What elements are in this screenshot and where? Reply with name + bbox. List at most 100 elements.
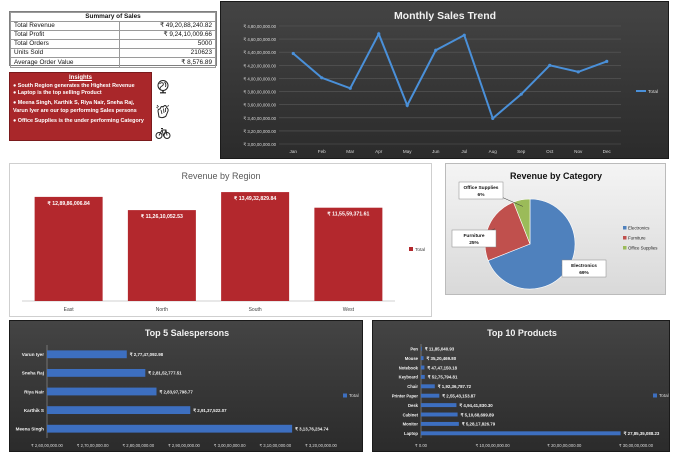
legend-swatch: [623, 246, 627, 250]
chart-title: Revenue by Region: [181, 171, 260, 181]
insight-line: Varun Iyer are our top performing Sales …: [13, 107, 137, 114]
table-row: Total Orders 5000: [10, 39, 217, 50]
x-tick-label: ₹ 20,00,00,000.00: [547, 443, 582, 448]
x-tick-label: ₹ 10,00,00,000.00: [476, 443, 511, 448]
legend-label: Total: [659, 393, 669, 398]
x-tick-label: Oct: [546, 149, 554, 154]
x-tick-label: Nov: [574, 149, 583, 154]
data-label: ₹ 2,81,52,777.51: [148, 371, 182, 376]
y-tick-label: Pen: [410, 347, 418, 352]
data-point: [377, 32, 381, 36]
data-label-box: [561, 259, 607, 278]
x-tick-label: ₹ 2,80,00,000.00: [122, 443, 154, 448]
bar: [47, 424, 293, 433]
bar: [47, 368, 146, 377]
data-label: ₹ 11,55,59,371.61: [327, 212, 369, 218]
data-label: ₹ 12,89,86,006.84: [48, 201, 90, 207]
summary-value: ₹ 49,20,88,240.82: [118, 21, 217, 32]
y-tick-label: ₹ 3,20,00,000.00: [243, 129, 276, 134]
chart-title: Top 10 Products: [487, 328, 557, 338]
data-label-box: [451, 229, 497, 248]
data-label-value: 6%: [478, 192, 486, 198]
monthly-sales-chart: Monthly Sales Trend ₹ 3,00,00,000.00 ₹ 3,…: [220, 1, 669, 159]
x-tick-label: ₹ 3,00,00,000.00: [214, 443, 246, 448]
y-tick-label: ₹ 4,20,00,000.00: [243, 63, 276, 68]
data-label: ₹ 5,10,68,699.89: [461, 412, 495, 417]
bar: [421, 356, 424, 361]
y-tick-label: Varun Iyer: [22, 352, 44, 357]
data-point: [405, 103, 409, 107]
x-tick-label: East: [64, 307, 75, 313]
bar: [421, 431, 621, 436]
data-label-value: 25%: [469, 240, 479, 246]
y-tick-label: Cabinet: [403, 412, 419, 417]
data-point: [491, 116, 495, 121]
summary-title: Summary of Sales: [10, 11, 216, 23]
data-label: ₹ 2,91,37,522.07: [193, 408, 227, 413]
data-label: ₹ 11,26,10,052.53: [141, 214, 183, 220]
legend-label: Electronics: [628, 226, 650, 231]
bar: [221, 192, 290, 301]
x-tick-label: Feb: [318, 149, 326, 154]
insights-title: Insights: [68, 75, 92, 81]
y-tick-label: Desk: [408, 403, 419, 408]
data-point: [348, 86, 352, 90]
summary-label: Total Orders: [10, 39, 120, 50]
clapping-hands-icon: [155, 104, 171, 119]
bar: [421, 403, 457, 408]
x-tick-label: ₹ 2,60,00,000.00: [31, 443, 63, 448]
x-tick-label: North: [156, 307, 168, 313]
data-label: ₹ 3,13,76,234.74: [295, 427, 329, 432]
y-tick-label: Sneha Raj: [22, 371, 44, 376]
revenue-region-svg: Revenue by Region ₹ 12,89,86,006.84 East ₹…: [22, 171, 425, 313]
y-tick-label: Chair: [407, 384, 418, 389]
insight-line: ● Office Supplies is the under performin…: [13, 118, 144, 125]
data-label: ₹ 35,20,469.80: [427, 356, 457, 361]
data-label: ₹ 2,77,47,092.98: [130, 352, 164, 357]
series-line: [292, 31, 608, 121]
data-label: ₹ 47,47,150.18: [427, 365, 457, 370]
data-point: [462, 33, 466, 37]
insight-line: ● Laptop is the top selling Product: [13, 89, 102, 96]
monthly-sales-svg: Monthly Sales Trend ₹ 3,00,00,000.00 ₹ 3,…: [243, 10, 658, 154]
legend-swatch: [653, 393, 657, 398]
x-tick-label: May: [403, 149, 412, 154]
y-tick-label: Mouse: [405, 356, 419, 361]
summary-value: 210623: [118, 48, 217, 59]
bar: [421, 365, 425, 370]
chart-title: Revenue by Category: [510, 171, 602, 181]
summary-label: Units Sold: [10, 48, 120, 59]
top-products-svg: Top 10 Products ₹ 0.00 ₹ 10,00,00,000.00 ₹…: [392, 328, 669, 448]
pie-slice: [484, 201, 531, 261]
y-tick-label: ₹ 3,60,00,000.00: [243, 103, 276, 108]
data-point: [576, 70, 580, 74]
data-point: [291, 51, 295, 56]
data-label-name: Electronics: [571, 263, 597, 269]
bar: [47, 406, 191, 415]
x-tick-label: South: [249, 307, 262, 313]
x-tick-label: Sep: [517, 149, 526, 154]
x-tick-label: ₹ 2,70,00,000.00: [77, 443, 109, 448]
legend-swatch: [409, 247, 413, 251]
y-tick-label: ₹ 4,80,00,000.00: [243, 24, 276, 29]
bar: [47, 387, 157, 396]
table-row: Total Revenue ₹ 49,20,88,240.82: [10, 21, 217, 32]
x-tick-label: Dec: [603, 149, 612, 154]
globe-icon: [155, 79, 171, 94]
summary-value: ₹ 8,576.89: [118, 57, 217, 68]
summary-label: Average Order Value: [10, 57, 120, 68]
legend-label: Furniture: [628, 236, 646, 241]
bar: [314, 207, 383, 301]
data-label: ₹ 5,28,17,826.79: [462, 422, 496, 427]
y-tick-label: Laptop: [404, 431, 418, 436]
x-tick-label: Mar: [346, 149, 354, 154]
y-tick-label: ₹ 4,40,00,000.00: [243, 50, 276, 55]
revenue-category-svg: Revenue by Category Electronics69%Furnit…: [451, 171, 658, 290]
revenue-by-category-chart: Revenue by Category Electronics 69% Furnit…: [445, 163, 666, 295]
table-row: Total Profit ₹ 9,24,10,009.66: [10, 30, 217, 41]
bar: [127, 210, 196, 301]
top-products-chart: Top 10 Products ₹ 0.00 ₹ 10,00,00,000.00 ₹…: [372, 320, 670, 452]
x-tick-label: ₹ 30,00,00,000.00: [619, 443, 654, 448]
y-tick-label: ₹ 3,40,00,000.00: [243, 116, 276, 121]
bicycle-icon: [155, 125, 171, 140]
